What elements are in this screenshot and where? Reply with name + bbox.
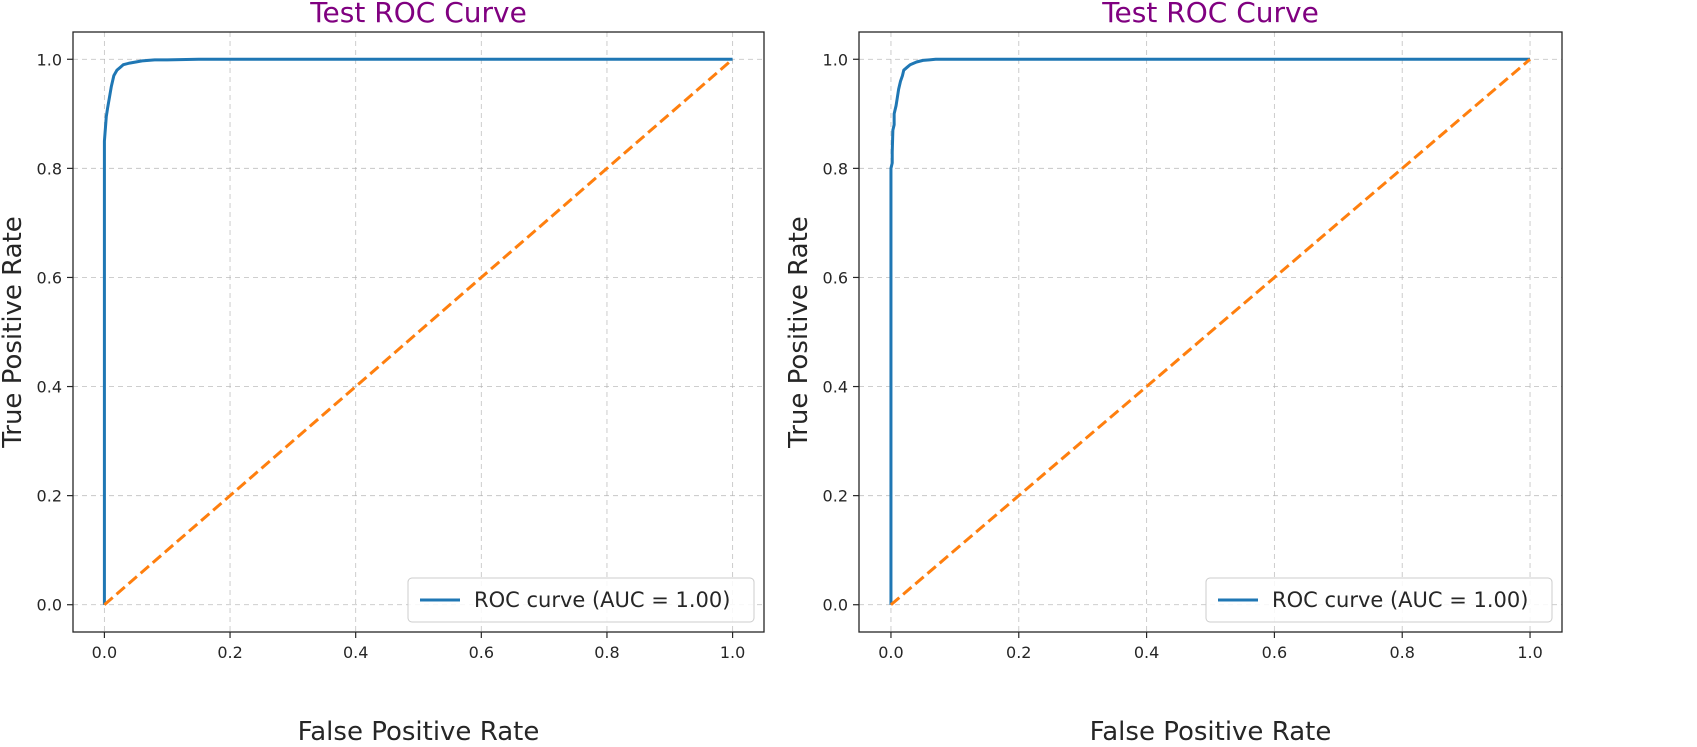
y-axis-label: True Positive Rate: [0, 216, 28, 449]
legend-box: [1205, 577, 1553, 623]
x-tick-label: 0.6: [1262, 643, 1287, 662]
y-tick-label: 1.0: [37, 50, 62, 69]
legend-label: ROC curve (AUC = 1.00): [1272, 588, 1528, 612]
y-tick-label: 0.2: [37, 487, 62, 506]
roc-panel-2: 0.0 0.2 0.4 0.6 0.8 1.0 0.0 0.2 0.4 0.6 0.8 1.0 Test…: [784, 0, 1563, 747]
chart-title: Test ROC Curve: [309, 0, 527, 29]
x-tick-label: 1.0: [720, 643, 745, 662]
roc-curve-line: [889, 57, 1531, 605]
y-tick-label: 0.0: [823, 596, 848, 615]
legend-label: ROC curve (AUC = 1.00): [474, 588, 730, 612]
y-tick-label: 1.0: [823, 50, 848, 69]
x-tick-label: 0.8: [594, 643, 619, 662]
legend: ROC curve (AUC = 1.00): [407, 577, 755, 623]
x-tick-label: 0.2: [217, 643, 242, 662]
x-axis-label: False Positive Rate: [1090, 717, 1332, 747]
y-tick-label: 0.8: [37, 159, 62, 178]
y-tick-label: 0.2: [823, 487, 848, 506]
y-tick-label: 0.4: [37, 378, 62, 397]
x-tick-label: 0.2: [1006, 643, 1031, 662]
y-axis-label: True Positive Rate: [784, 216, 814, 449]
roc-panel-1: 0.0 0.2 0.4 0.6 0.8 1.0 0.0 0.2 0.4 0.6 0.8 1.0 Test…: [0, 0, 765, 747]
y-tick-label: 0.0: [37, 596, 62, 615]
y-tick-label: 0.6: [37, 268, 62, 287]
x-tick-label: 0.4: [343, 643, 368, 662]
chart-title: Test ROC Curve: [1101, 0, 1319, 29]
y-tick-label: 0.8: [823, 159, 848, 178]
legend-box: [407, 577, 755, 623]
x-tick-label: 0.0: [92, 643, 117, 662]
axes-frame: [72, 31, 765, 633]
x-tick-label: 1.0: [1517, 643, 1542, 662]
x-tick-label: 0.6: [469, 643, 494, 662]
y-tick-label: 0.6: [823, 268, 848, 287]
diagonal-reference-line: [889, 58, 1532, 606]
legend: ROC curve (AUC = 1.00): [1205, 577, 1553, 623]
axes-frame: [858, 31, 1563, 633]
roc-curve-line: [102, 57, 733, 605]
x-axis-label: False Positive Rate: [298, 717, 540, 747]
x-tick-label: 0.8: [1390, 643, 1415, 662]
x-tick-label: 0.0: [878, 643, 903, 662]
x-tick-label: 0.4: [1134, 643, 1159, 662]
y-tick-label: 0.4: [823, 378, 848, 397]
diagonal-reference-line: [103, 58, 734, 606]
